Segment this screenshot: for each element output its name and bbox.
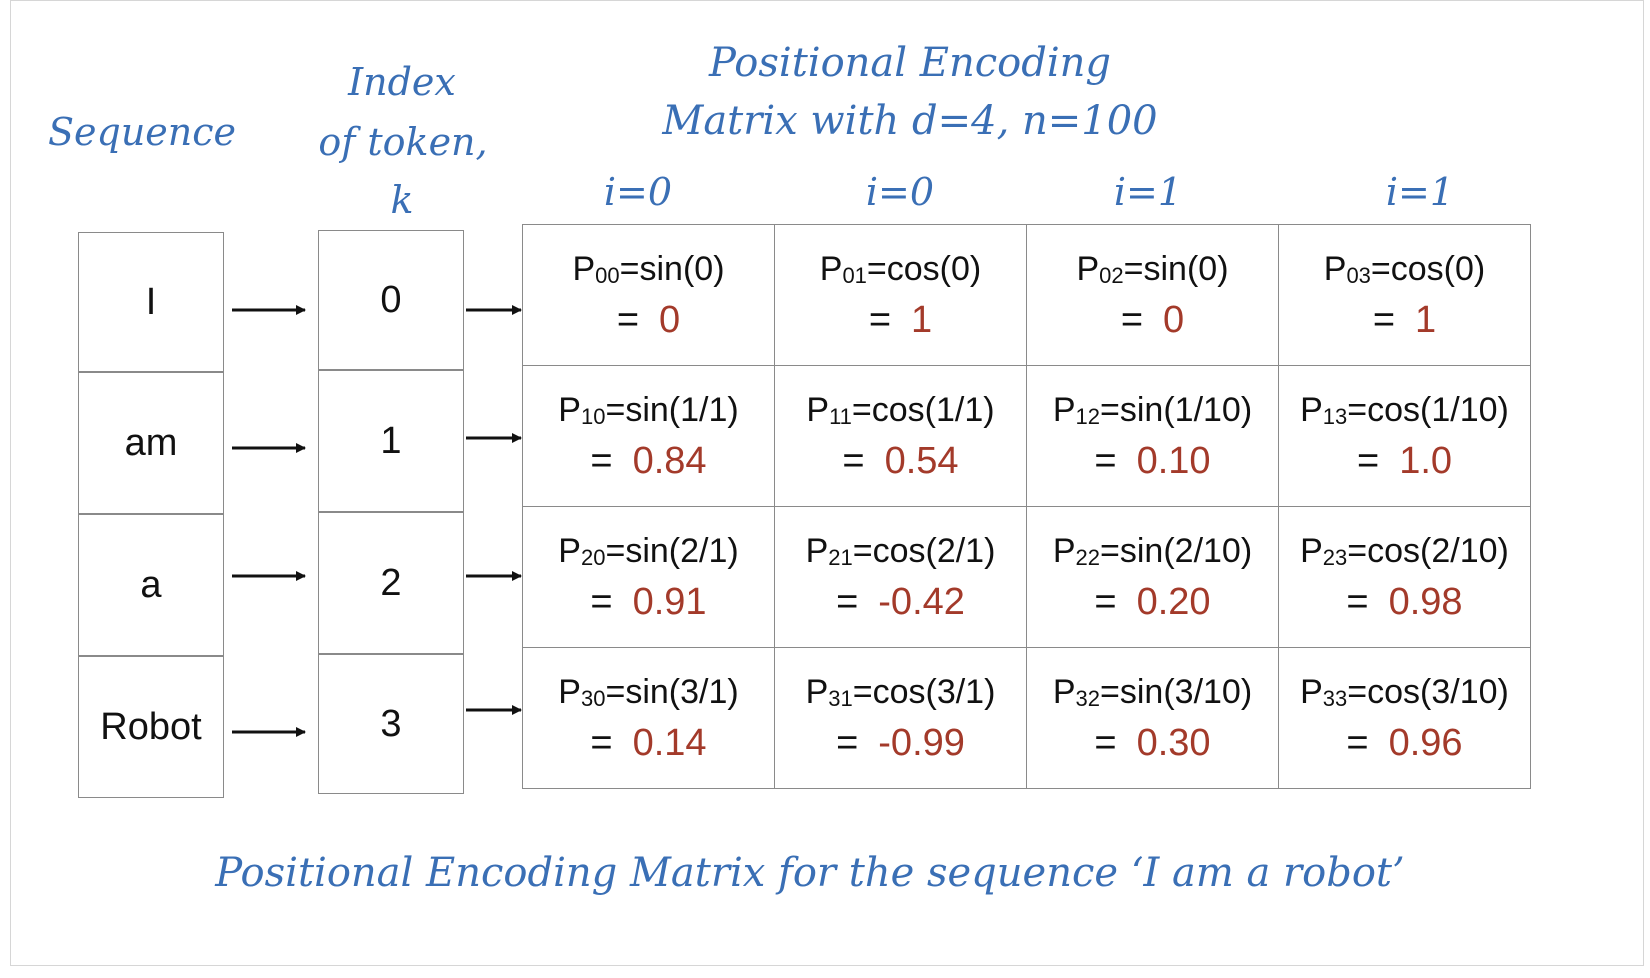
cell-formula: P10=sin(1/1) [558, 391, 739, 429]
cell-formula: P22=sin(2/10) [1052, 532, 1253, 570]
matrix-cell-0-1: P01=cos(0) = 1 [774, 224, 1027, 366]
matrix-cell-1-1: P11=cos(1/1) = 0.54 [774, 365, 1027, 507]
matrix-cell-0-0: P00=sin(0) = 0 [522, 224, 775, 366]
sequence-token-box: am [78, 372, 224, 514]
cell-result: = 1 [1372, 299, 1437, 341]
index-header-line2: of token, [318, 120, 488, 164]
cell-result: = 0.96 [1346, 722, 1463, 764]
cell-formula: P03=cos(0) [1323, 250, 1486, 288]
sequence-header: Sequence [47, 110, 237, 154]
cell-formula: P20=sin(2/1) [558, 532, 739, 570]
column-label-2: i=1 [1113, 170, 1183, 214]
sequence-token-box: I [78, 232, 224, 372]
cell-formula: P00=sin(0) [572, 250, 725, 288]
matrix-cell-1-2: P12=sin(1/10) = 0.10 [1026, 365, 1279, 507]
cell-result: = 0.10 [1094, 440, 1211, 482]
cell-result: = 0.84 [590, 440, 707, 482]
cell-result: = 0.91 [590, 581, 707, 623]
cell-result: = 0 [616, 299, 681, 341]
column-label-0: i=0 [603, 170, 673, 214]
caption: Positional Encoding Matrix for the seque… [215, 850, 1405, 896]
matrix-cell-0-2: P02=sin(0) = 0 [1026, 224, 1279, 366]
matrix-cell-3-3: P33=cos(3/10) = 0.96 [1278, 647, 1531, 789]
cell-formula: P01=cos(0) [819, 250, 982, 288]
matrix-cell-1-3: P13=cos(1/10) = 1.0 [1278, 365, 1531, 507]
cell-result: = 0.30 [1094, 722, 1211, 764]
cell-result: = 0.54 [842, 440, 959, 482]
column-label-1: i=0 [865, 170, 935, 214]
matrix-cell-3-0: P30=sin(3/1) = 0.14 [522, 647, 775, 789]
pe-header-line2: Matrix with d=4, n=100 [662, 98, 1158, 144]
cell-result: = 0.98 [1346, 581, 1463, 623]
index-header-line3: k [390, 178, 414, 222]
cell-formula: P13=cos(1/10) [1300, 391, 1509, 429]
cell-result: = -0.42 [836, 581, 965, 623]
cell-formula: P21=cos(2/1) [805, 532, 996, 570]
matrix-cell-2-3: P23=cos(2/10) = 0.98 [1278, 506, 1531, 648]
sequence-token-box: Robot [78, 656, 224, 798]
token-index-box: 0 [318, 230, 464, 370]
cell-result: = 0 [1120, 299, 1185, 341]
matrix-cell-3-2: P32=sin(3/10) = 0.30 [1026, 647, 1279, 789]
cell-formula: P11=cos(1/1) [806, 391, 995, 429]
cell-result: = 1 [868, 299, 933, 341]
matrix-cell-2-2: P22=sin(2/10) = 0.20 [1026, 506, 1279, 648]
token-index-box: 1 [318, 370, 464, 512]
cell-formula: P12=sin(1/10) [1052, 391, 1253, 429]
pe-header-line1: Positional Encoding [709, 40, 1111, 86]
index-header-line1: Index [348, 60, 456, 104]
matrix-cell-0-3: P03=cos(0) = 1 [1278, 224, 1531, 366]
matrix-cell-2-0: P20=sin(2/1) = 0.91 [522, 506, 775, 648]
matrix-cell-2-1: P21=cos(2/1) = -0.42 [774, 506, 1027, 648]
cell-formula: P02=sin(0) [1076, 250, 1229, 288]
column-label-3: i=1 [1385, 170, 1455, 214]
cell-result: = -0.99 [836, 722, 965, 764]
cell-result: = 0.14 [590, 722, 707, 764]
token-index-box: 3 [318, 654, 464, 794]
sequence-token-box: a [78, 514, 224, 656]
cell-formula: P33=cos(3/10) [1300, 673, 1509, 711]
token-index-box: 2 [318, 512, 464, 654]
cell-result: = 0.20 [1094, 581, 1211, 623]
cell-formula: P30=sin(3/1) [558, 673, 739, 711]
cell-formula: P32=sin(3/10) [1052, 673, 1253, 711]
cell-formula: P31=cos(3/1) [805, 673, 996, 711]
cell-formula: P23=cos(2/10) [1300, 532, 1509, 570]
matrix-cell-3-1: P31=cos(3/1) = -0.99 [774, 647, 1027, 789]
matrix-cell-1-0: P10=sin(1/1) = 0.84 [522, 365, 775, 507]
cell-result: = 1.0 [1356, 440, 1453, 482]
